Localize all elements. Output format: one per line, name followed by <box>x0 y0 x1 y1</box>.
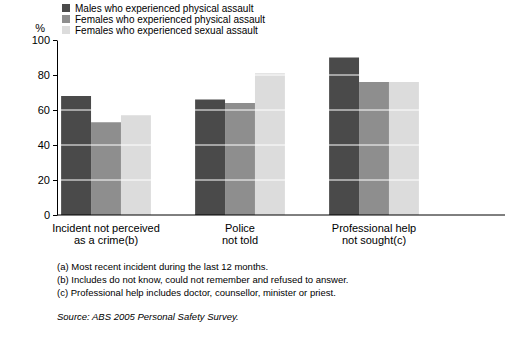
y-tick: 20 <box>38 174 57 186</box>
y-tick-mark <box>53 75 57 76</box>
grid <box>58 40 505 180</box>
y-axis-title: % <box>35 22 45 34</box>
y-tick-mark <box>53 40 57 41</box>
grid-line <box>58 40 505 41</box>
y-tick-label: 40 <box>38 139 50 151</box>
bar <box>121 115 151 215</box>
legend-swatch <box>62 15 70 23</box>
source: Source: ABS 2005 Personal Safety Survey. <box>57 311 239 322</box>
x-tick: Professional helpnot sought(c) <box>332 222 416 247</box>
grid-line <box>58 145 505 146</box>
y-tick-label: 100 <box>32 34 50 46</box>
y-tick: 60 <box>38 104 57 116</box>
y-tick: 0 <box>44 209 57 221</box>
y-tick-label: 0 <box>44 209 50 221</box>
y-tick: 80 <box>38 69 57 81</box>
bar <box>91 122 121 215</box>
y-tick-label: 80 <box>38 69 50 81</box>
y-tick-label: 20 <box>38 174 50 186</box>
legend-label: Males who experienced physical assault <box>75 3 254 14</box>
bar <box>61 96 91 215</box>
legend-swatch <box>62 26 70 34</box>
legend-label: Females who experienced sexual assault <box>75 25 258 36</box>
y-tick-mark <box>53 110 57 111</box>
y-tick-label: 60 <box>38 104 50 116</box>
x-tick-label-line: as a crime(b) <box>74 234 138 246</box>
legend-swatch <box>62 4 70 12</box>
x-tick-label: Policenot told <box>222 222 258 247</box>
y-tick-mark <box>53 145 57 146</box>
x-axis-line <box>57 215 505 216</box>
grid-line <box>58 110 505 111</box>
legend: Males who experienced physical assaultFe… <box>62 3 265 36</box>
x-tick: Policenot told <box>222 222 258 247</box>
x-tick-label-line: not sought(c) <box>342 234 406 246</box>
bar <box>195 100 225 216</box>
bar <box>359 82 389 215</box>
grid-line <box>58 75 505 76</box>
y-axis: 0 20 40 60 80 100 <box>32 34 58 221</box>
bar <box>389 82 419 215</box>
bar <box>255 73 285 215</box>
x-tick-label-line: Incident not perceived <box>52 222 160 234</box>
x-tick-label-line: not told <box>222 234 258 246</box>
x-axis: Incident not perceivedas a crime(b) Polic… <box>52 222 416 247</box>
y-axis-line <box>57 41 58 216</box>
x-tick-label: Professional helpnot sought(c) <box>332 222 416 247</box>
y-tick: 40 <box>38 139 57 151</box>
footnote: (c) Professional help includes doctor, c… <box>57 287 336 298</box>
x-tick-label-line: Professional help <box>332 222 416 234</box>
y-tick-mark <box>53 180 57 181</box>
bar <box>329 58 359 216</box>
legend-label: Females who experienced physical assault <box>75 14 265 25</box>
chart: 0 20 40 60 80 100% Incident not perceivedas a … <box>0 0 523 339</box>
footnote: (b) Includes do not know, could not reme… <box>57 274 349 285</box>
y-tick: 100 <box>32 34 57 46</box>
x-tick: Incident not perceivedas a crime(b) <box>52 222 160 247</box>
x-tick-label: Incident not perceivedas a crime(b) <box>52 222 160 247</box>
bar <box>225 103 255 215</box>
footnote: (a) Most recent incident during the last… <box>57 261 268 272</box>
y-tick-mark <box>53 215 57 216</box>
grid-line <box>58 180 505 181</box>
x-tick-label-line: Police <box>225 222 255 234</box>
plot-area <box>61 58 419 216</box>
